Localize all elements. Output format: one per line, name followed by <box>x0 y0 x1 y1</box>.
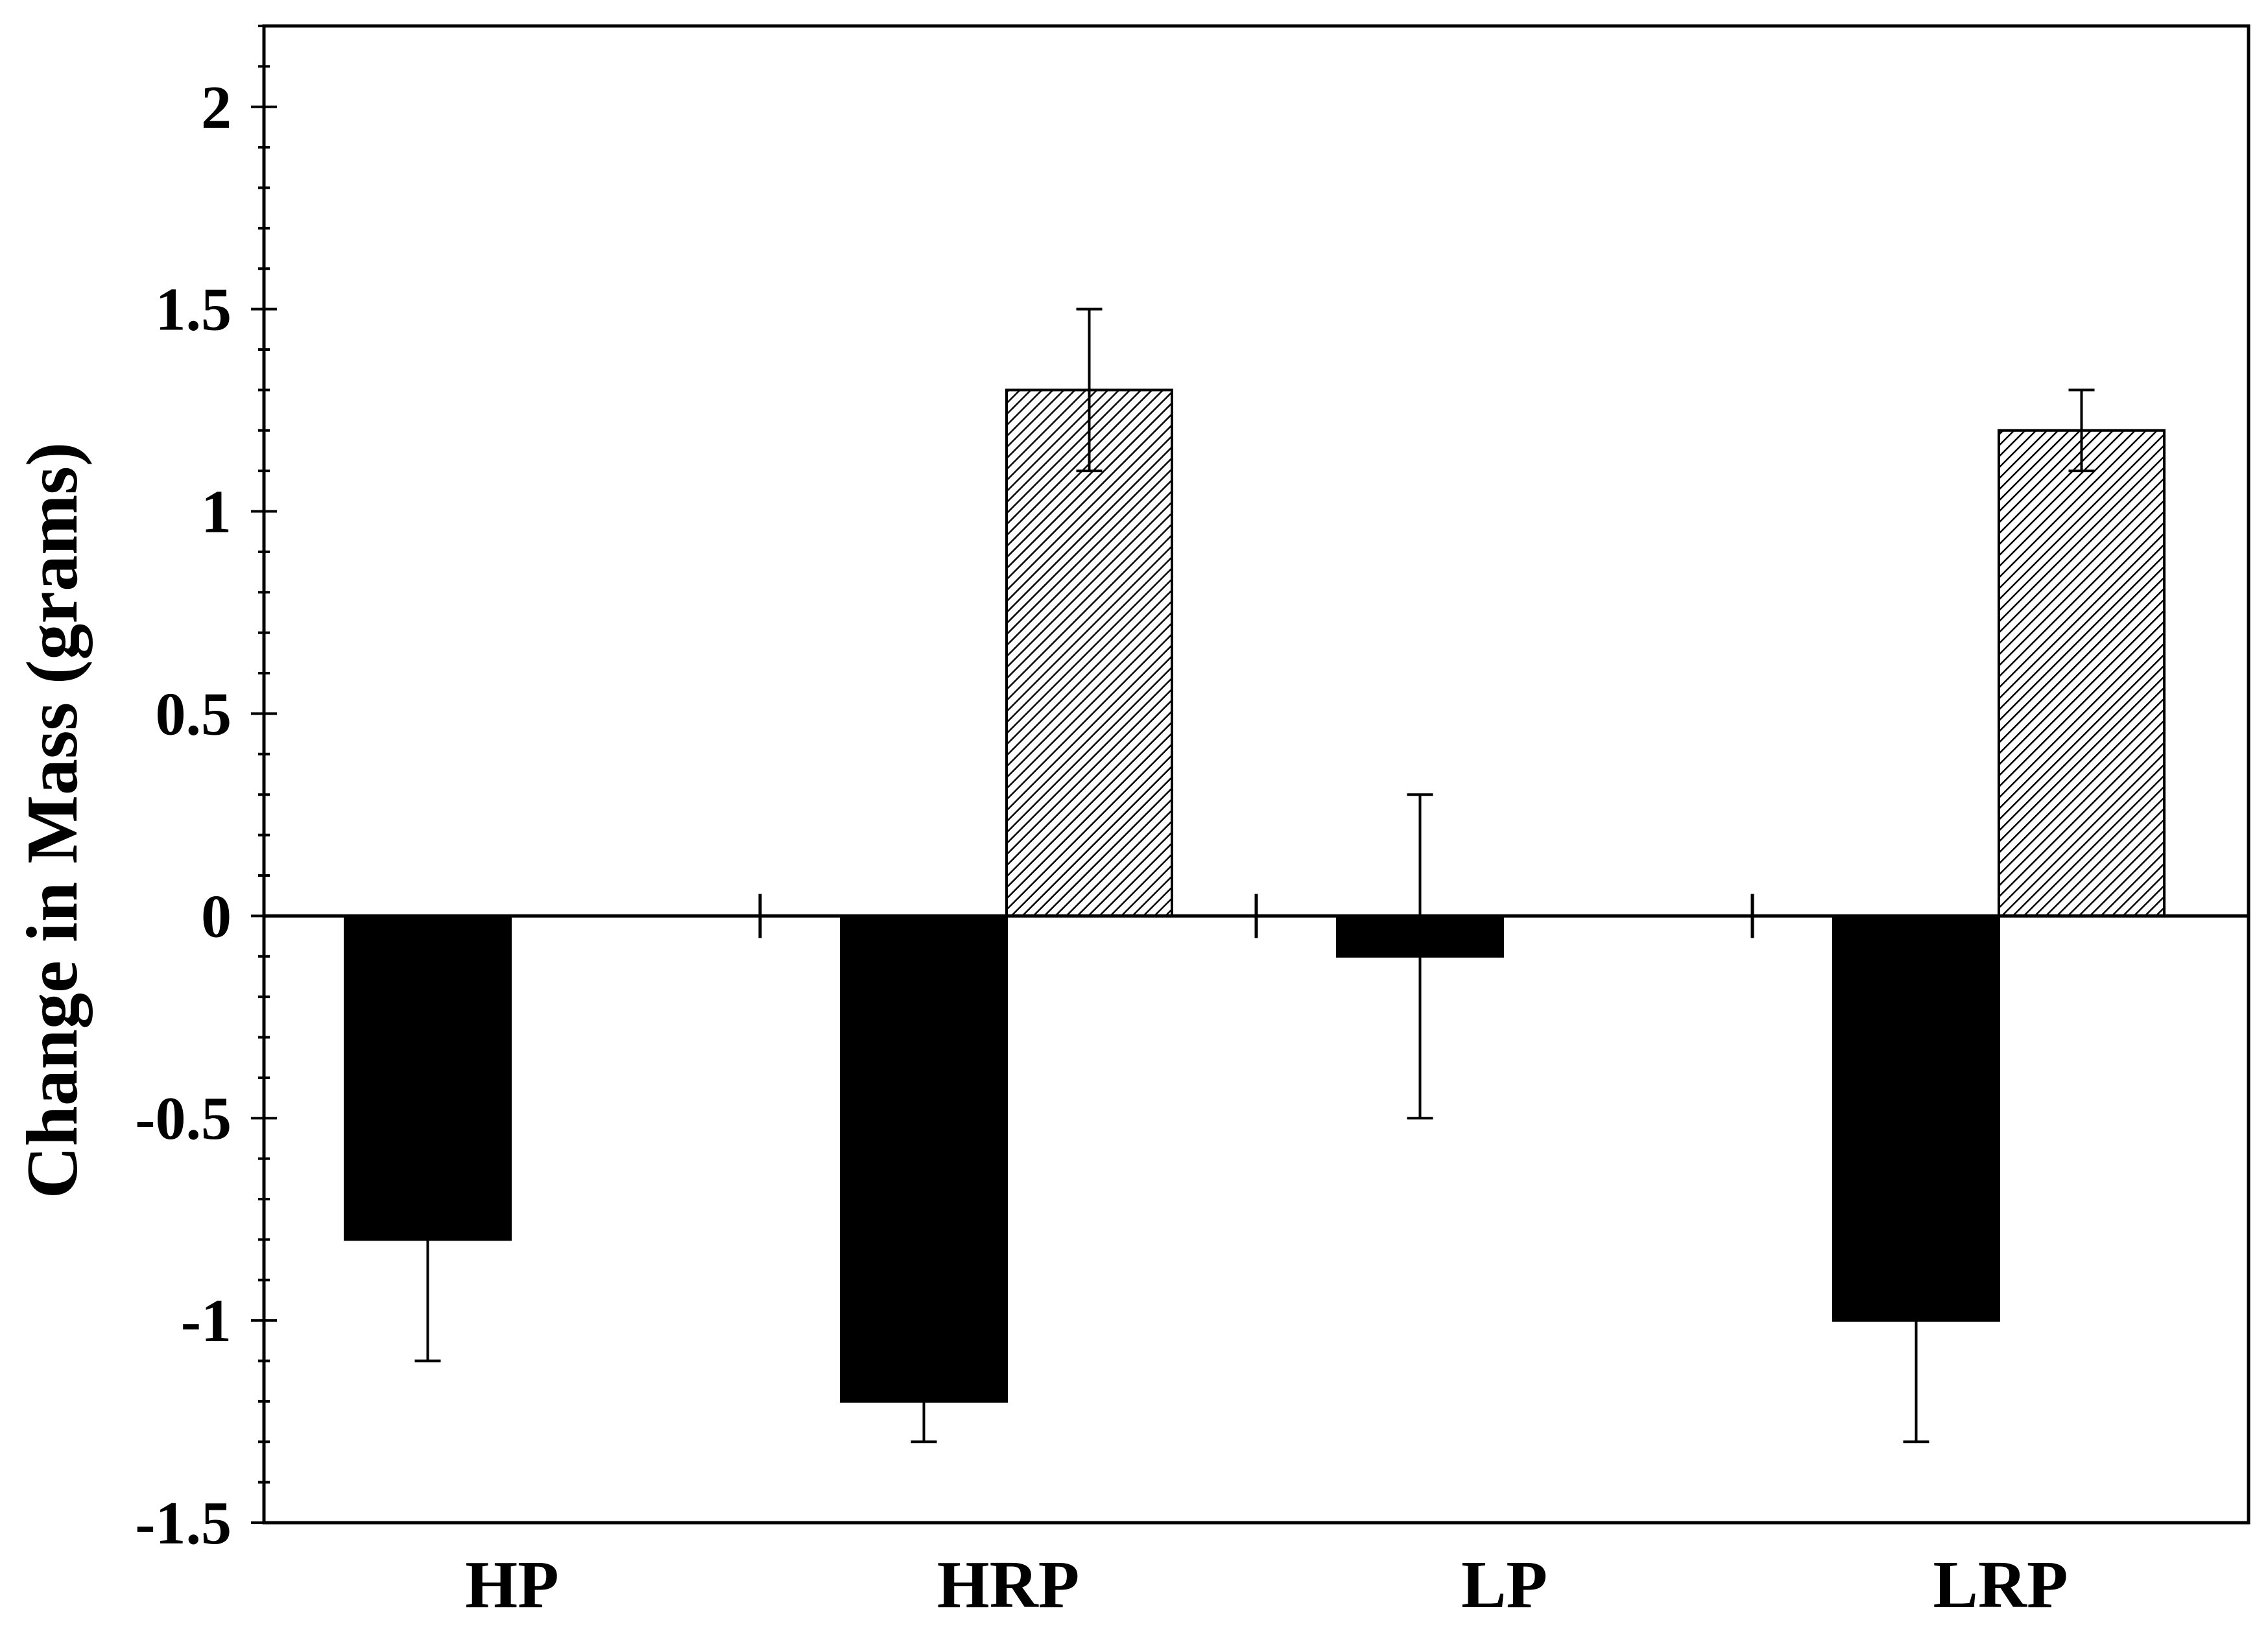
y-tick-label: -1 <box>181 1287 232 1355</box>
x-tick-label-hp: HP <box>465 1547 558 1622</box>
y-tick-label: -0.5 <box>135 1085 232 1152</box>
plot-frame <box>262 24 2250 1525</box>
labels-layer: Change in Mass (grams) HP HRP LP LRP -1.5 -1 -… <box>12 74 2068 1622</box>
x-tick-label-hrp: HRP <box>937 1547 1080 1622</box>
bar-hrp-series1 <box>840 914 1008 1403</box>
x-tick-label-lp: LP <box>1461 1547 1547 1622</box>
bar-lrp-series2 <box>1998 429 2166 918</box>
y-tick-label: 2 <box>201 74 232 141</box>
y-tick-label: -1.5 <box>135 1490 232 1557</box>
y-tick-label: 0.5 <box>156 680 232 748</box>
y-axis-title: Change in Mass (grams) <box>12 442 93 1199</box>
axes-layer <box>251 24 2250 1525</box>
y-tick-label: 0 <box>201 883 232 950</box>
x-tick-label-lrp: LRP <box>1933 1547 2068 1622</box>
y-tick-label: 1.5 <box>156 276 232 344</box>
y-tick-label: 1 <box>201 479 232 546</box>
error-bars-layer <box>414 307 2095 1444</box>
